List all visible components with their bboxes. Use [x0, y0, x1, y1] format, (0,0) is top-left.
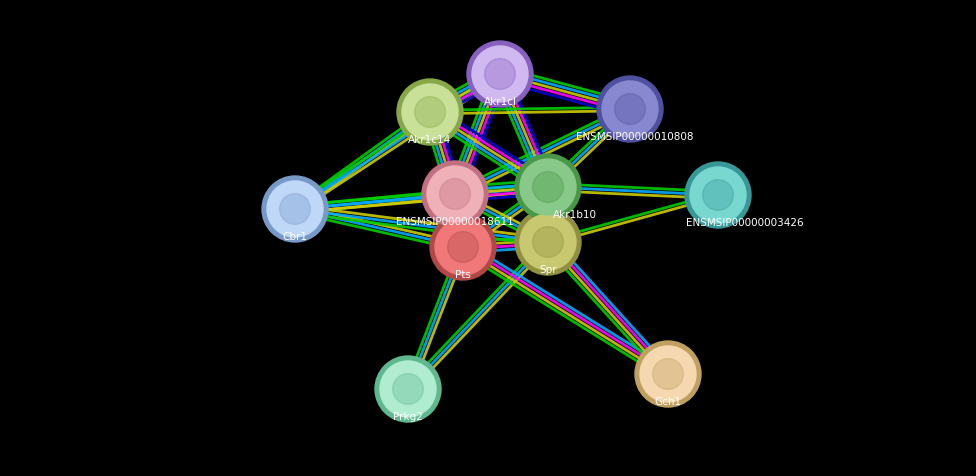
Circle shape	[380, 361, 436, 417]
Circle shape	[467, 42, 533, 108]
Circle shape	[597, 77, 663, 143]
Text: Akr1cl: Akr1cl	[483, 97, 516, 107]
Text: Akr1b10: Akr1b10	[553, 209, 597, 219]
Circle shape	[685, 163, 751, 228]
Text: Spr: Spr	[539, 265, 557, 275]
Circle shape	[402, 85, 458, 141]
Circle shape	[640, 346, 696, 402]
Circle shape	[653, 359, 683, 389]
Text: Prkg2: Prkg2	[393, 411, 423, 421]
Circle shape	[520, 159, 576, 216]
Circle shape	[533, 172, 563, 203]
Text: Pts: Pts	[455, 269, 471, 279]
Circle shape	[427, 167, 483, 223]
Circle shape	[435, 219, 491, 276]
Circle shape	[520, 215, 576, 270]
Text: Cbr1: Cbr1	[282, 231, 307, 241]
Circle shape	[267, 182, 323, 238]
Circle shape	[375, 356, 441, 422]
Circle shape	[448, 232, 478, 263]
Circle shape	[397, 80, 463, 146]
Circle shape	[415, 98, 445, 128]
Text: ENSMSIP00000018611: ENSMSIP00000018611	[396, 217, 514, 227]
Circle shape	[533, 227, 563, 258]
Circle shape	[472, 47, 528, 103]
Circle shape	[635, 341, 701, 407]
Circle shape	[615, 94, 645, 125]
Text: ENSMSIP00000010808: ENSMSIP00000010808	[576, 132, 694, 142]
Text: Gch1: Gch1	[655, 396, 681, 406]
Circle shape	[422, 162, 488, 228]
Circle shape	[392, 374, 424, 405]
Circle shape	[485, 60, 515, 90]
Circle shape	[262, 177, 328, 242]
Circle shape	[690, 168, 746, 224]
Circle shape	[703, 180, 733, 211]
Circle shape	[279, 194, 310, 225]
Circle shape	[515, 209, 581, 276]
Circle shape	[515, 155, 581, 220]
Circle shape	[430, 215, 496, 280]
Text: Akr1c14: Akr1c14	[408, 135, 452, 145]
Circle shape	[602, 82, 658, 138]
Text: ENSMSIP00000003426: ENSMSIP00000003426	[686, 218, 804, 228]
Circle shape	[439, 179, 470, 210]
